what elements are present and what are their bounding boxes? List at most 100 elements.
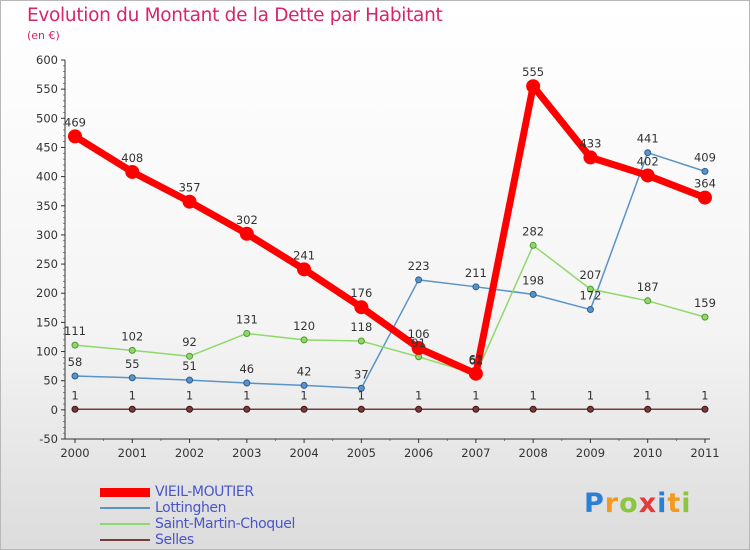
data-label: 555: [522, 65, 544, 79]
legend-item: VIEIL-MOUTIER: [100, 484, 360, 500]
legend-item: Saint-Martin-Choquel: [100, 516, 360, 532]
data-label: 433: [579, 136, 601, 150]
data-label: 1: [644, 388, 651, 402]
data-point: [415, 405, 423, 413]
legend-item: Lottinghen: [100, 500, 360, 516]
data-label: 92: [182, 335, 197, 349]
data-point: [239, 226, 254, 241]
y-tick-label: 100: [36, 345, 58, 359]
data-point: [243, 405, 251, 413]
x-tick-label: 2002: [175, 446, 204, 460]
legend-label: Saint-Martin-Choquel: [155, 516, 295, 532]
data-label: 51: [182, 359, 197, 373]
y-tick-label: 0: [51, 403, 58, 417]
data-label: 441: [637, 132, 659, 146]
data-point: [640, 168, 655, 183]
series-line-vieil-moutier: [73, 82, 707, 378]
data-label: 58: [68, 355, 83, 369]
data-point: [701, 313, 709, 321]
data-label: 55: [125, 357, 140, 371]
x-tick-label: 2008: [519, 446, 548, 460]
data-point: [644, 405, 652, 413]
logo-letter: i: [657, 488, 668, 519]
data-label: 1: [300, 388, 307, 402]
logo-letter: t: [667, 488, 682, 519]
logo-letter: o: [619, 488, 639, 519]
legend-label: Lottinghen: [155, 500, 227, 516]
y-tick-label: 600: [36, 53, 58, 67]
y-tick-label: -50: [39, 432, 58, 446]
data-point: [300, 336, 308, 344]
data-label: 469: [64, 115, 86, 129]
x-tick-label: 2006: [404, 446, 433, 460]
data-label: 42: [297, 364, 312, 378]
data-point: [529, 241, 537, 249]
legend-swatch: [100, 488, 150, 497]
data-label: 131: [236, 312, 258, 326]
data-label: 1: [71, 388, 78, 402]
data-point: [701, 167, 709, 175]
data-point: [357, 337, 365, 345]
data-point: [243, 379, 251, 387]
data-label: 364: [694, 177, 716, 191]
data-label: 176: [350, 286, 372, 300]
y-tick-label: 200: [36, 286, 58, 300]
data-point: [586, 405, 594, 413]
legend-item: Selles: [100, 532, 360, 548]
data-label: 91: [411, 336, 426, 350]
data-point: [243, 329, 251, 337]
y-tick-label: 50: [43, 374, 58, 388]
data-point: [586, 306, 594, 314]
y-tick-label: 550: [36, 82, 58, 96]
data-point: [300, 381, 308, 389]
x-tick-label: 2010: [633, 446, 662, 460]
data-point: [357, 405, 365, 413]
x-tick-label: 2007: [461, 446, 490, 460]
series-line-saint-martin-choquel: [74, 244, 706, 376]
series-line-lottinghen: [74, 151, 706, 390]
y-tick-label: 150: [36, 315, 58, 329]
data-point: [128, 405, 136, 413]
data-label: 120: [293, 319, 315, 333]
data-point: [186, 405, 194, 413]
y-tick-label: 500: [36, 111, 58, 125]
x-tick-label: 2004: [289, 446, 318, 460]
data-point: [701, 405, 709, 413]
data-point: [68, 129, 82, 144]
data-point: [186, 376, 194, 384]
x-tick-label: 2011: [690, 446, 719, 460]
data-point: [186, 352, 194, 360]
data-label: 223: [408, 259, 430, 273]
data-label: 408: [121, 151, 143, 165]
data-point: [300, 405, 308, 413]
data-point: [526, 79, 541, 94]
y-tick-label: 300: [36, 228, 58, 242]
data-point: [586, 285, 594, 293]
data-label: 61: [469, 353, 484, 367]
x-tick-label: 2005: [347, 446, 376, 460]
data-label: 211: [465, 266, 487, 280]
legend-label: VIEIL-MOUTIER: [155, 484, 254, 500]
x-tick-label: 2000: [60, 446, 89, 460]
data-label: 302: [236, 213, 258, 227]
y-tick-label: 400: [36, 170, 58, 184]
data-point: [644, 149, 652, 157]
data-point: [182, 194, 197, 209]
chart-title: Evolution du Montant de la Dette par Hab…: [27, 5, 443, 26]
data-point: [125, 164, 140, 179]
data-point: [644, 297, 652, 305]
data-label: 241: [293, 248, 315, 262]
data-point: [354, 300, 369, 315]
chart-unit: (en €): [27, 29, 60, 42]
data-point: [468, 366, 483, 381]
data-point: [128, 346, 136, 354]
data-label: 37: [354, 367, 369, 381]
data-label: 111: [64, 324, 86, 338]
y-tick-label: 450: [36, 140, 58, 154]
data-label: 1: [529, 388, 536, 402]
legend-swatch: [100, 539, 150, 541]
data-label: 62: [469, 353, 484, 367]
data-point: [357, 384, 365, 392]
